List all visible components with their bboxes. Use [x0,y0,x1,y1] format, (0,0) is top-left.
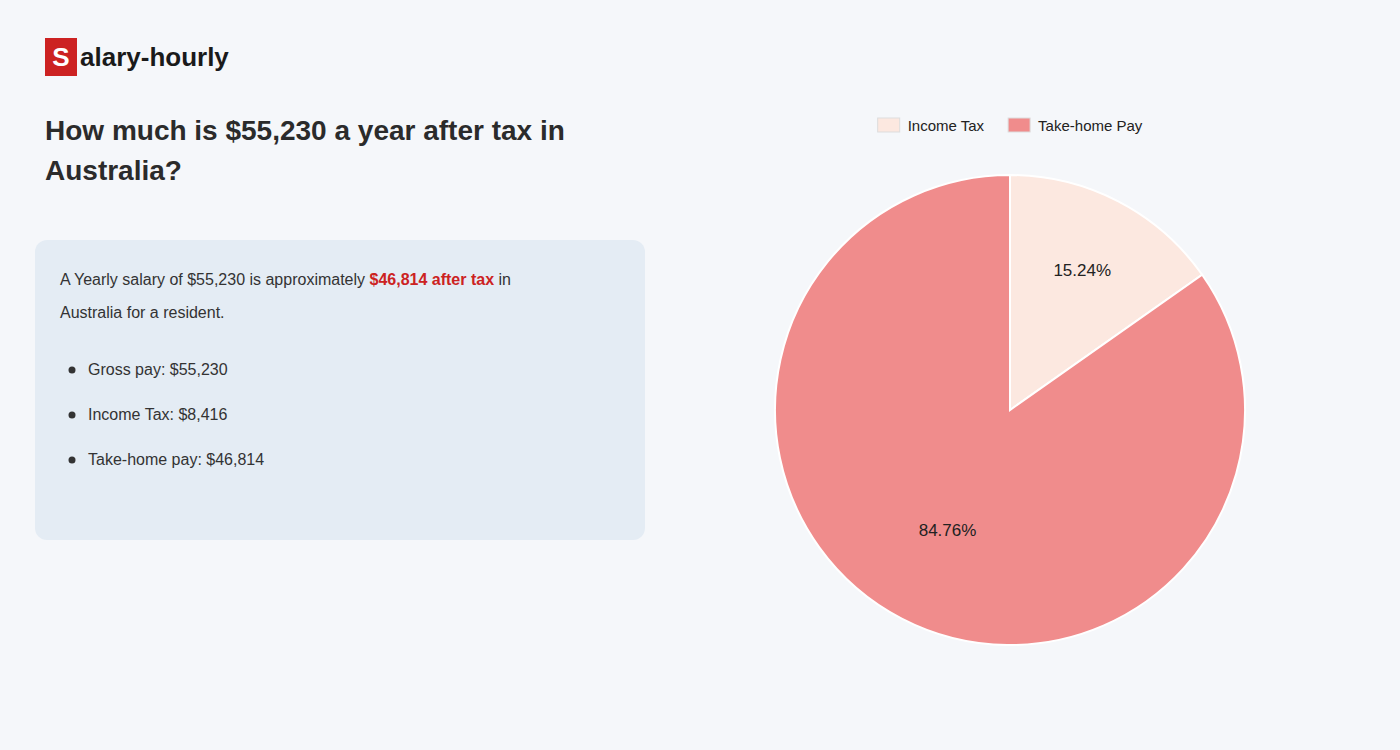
data-label: 84.76% [919,521,977,540]
pie [775,175,1245,645]
bullet-text: Income Tax: $8,416 [88,406,227,423]
info-line: Australia for a resident. [60,304,225,321]
info-line: A Yearly salary of $55,230 is approximat… [60,271,511,288]
legend-label: Income Tax [908,117,985,134]
bullet [69,367,76,374]
data-labels: 15.24% 84.76% [919,261,1111,539]
page: Salary-hourly How much is $55,230 a year … [0,0,1400,750]
legend-item: Income Tax [878,117,985,134]
info-box-bg [35,240,645,540]
info-segment: $46,814 after tax [370,271,495,288]
info-segment: in [494,271,511,288]
info-box: A Yearly salary of $55,230 is approximat… [35,240,645,540]
legend-label: Take-home Pay [1038,117,1143,134]
data-label: 15.24% [1053,261,1111,280]
legend-swatch [878,118,900,132]
logo-initial: S [52,42,69,72]
legend-item: Take-home Pay [1008,117,1143,134]
title: How much is $55,230 a year after tax in [45,115,565,146]
logo-text: alary-hourly [80,42,229,72]
info-segment: A Yearly salary of $55,230 is approximat… [60,271,370,288]
background [0,0,1400,750]
legend: Income Tax Take-home Pay [878,117,1143,134]
logo: Salary-hourly [45,38,229,76]
logo-box [45,38,77,76]
bullet [69,457,76,464]
pie-slice [775,175,1245,645]
legend-swatch [1008,118,1030,132]
bullet-text: Take-home pay: $46,814 [88,451,264,468]
bullet-text: Gross pay: $55,230 [88,361,228,378]
title: Australia? [45,155,182,186]
bullet [69,412,76,419]
